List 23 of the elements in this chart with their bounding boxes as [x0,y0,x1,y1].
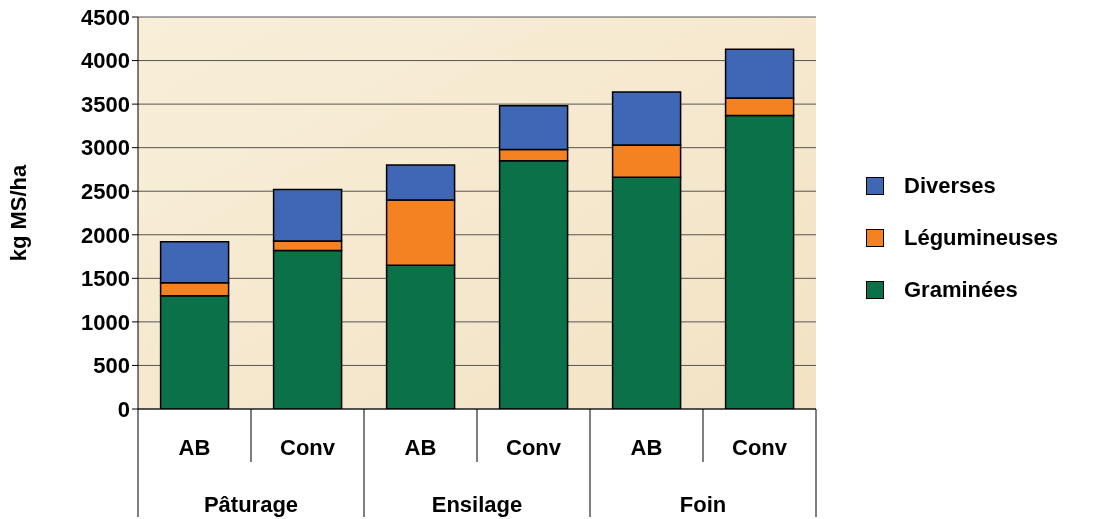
y-axis-title: kg MS/ha [5,163,31,262]
text: Pâturage [203,492,299,517]
legend-label: Graminées [904,277,1018,303]
y-tick-label: 1500 [81,266,130,292]
x-tick-label: AB [178,435,211,460]
y-tick-label: 4000 [81,48,130,74]
x-tick-label: Conv [280,435,336,460]
y-tick-label: 1000 [81,309,130,335]
text: Foin [679,492,727,517]
x-tick-label: AB [630,435,663,460]
y-tick-label: 4500 [81,4,130,30]
y-tick-label: 2500 [81,179,130,205]
x-tick-label: Conv [732,435,788,460]
text: Ensilage [431,492,523,517]
y-tick-label: 3000 [81,135,130,161]
y-tick-label: 500 [93,353,130,379]
x-tick-label: AB [404,435,437,460]
legend-label: Diverses [904,173,996,199]
y-tick-label: 3500 [81,91,130,117]
y-tick-label: 2000 [81,222,130,248]
legend-label: Légumineuses [904,225,1059,251]
x-tick-label: Conv [506,435,562,460]
y-tick-label: 0 [117,396,130,422]
